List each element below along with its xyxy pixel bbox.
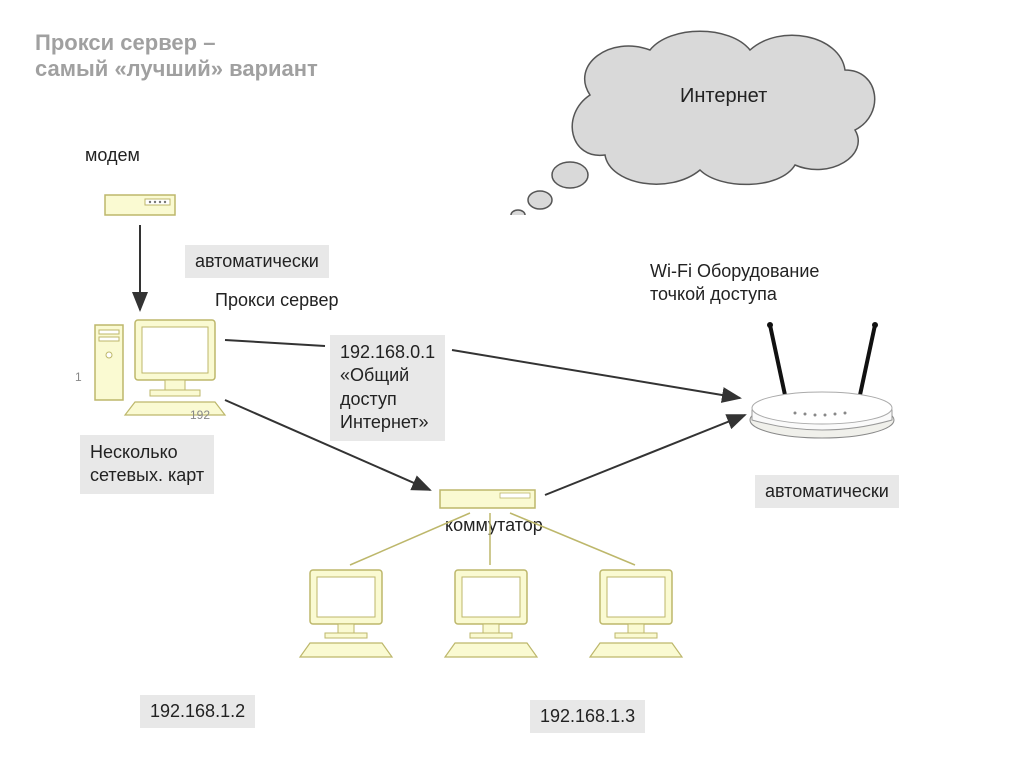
modem-icon [100, 185, 190, 225]
page-title: Прокси сервер – самый «лучший» вариант [35, 30, 318, 82]
title-line2: самый «лучший» вариант [35, 56, 318, 82]
tiny-192: 192 [190, 408, 210, 422]
nic-label: Несколько сетевых. карт [80, 435, 214, 494]
client-ip-2: 192.168.1.3 [530, 700, 645, 733]
internet-cloud [460, 15, 890, 215]
client-1-icon [290, 565, 405, 665]
cloud-label: Интернет [680, 85, 767, 108]
wifi-label: Wi-Fi Оборудование точкой доступа [650, 260, 819, 307]
proxy-label: Прокси сервер [215, 290, 339, 311]
switch-label: коммутатор [445, 515, 543, 536]
client-ip-1: 192.168.1.2 [140, 695, 255, 728]
tiny-1: 1 [75, 370, 82, 384]
client-3-icon [580, 565, 695, 665]
proxy-computer-icon [90, 310, 230, 420]
switch-icon [435, 485, 545, 515]
auto-label-1: автоматически [185, 245, 329, 278]
modem-label: модем [85, 145, 140, 166]
ip-box: 192.168.0.1 «Общий доступ Интернет» [330, 335, 445, 441]
wifi-router-icon [740, 320, 920, 460]
title-line1: Прокси сервер – [35, 30, 318, 56]
client-2-icon [435, 565, 550, 665]
auto-label-2: автоматически [755, 475, 899, 508]
